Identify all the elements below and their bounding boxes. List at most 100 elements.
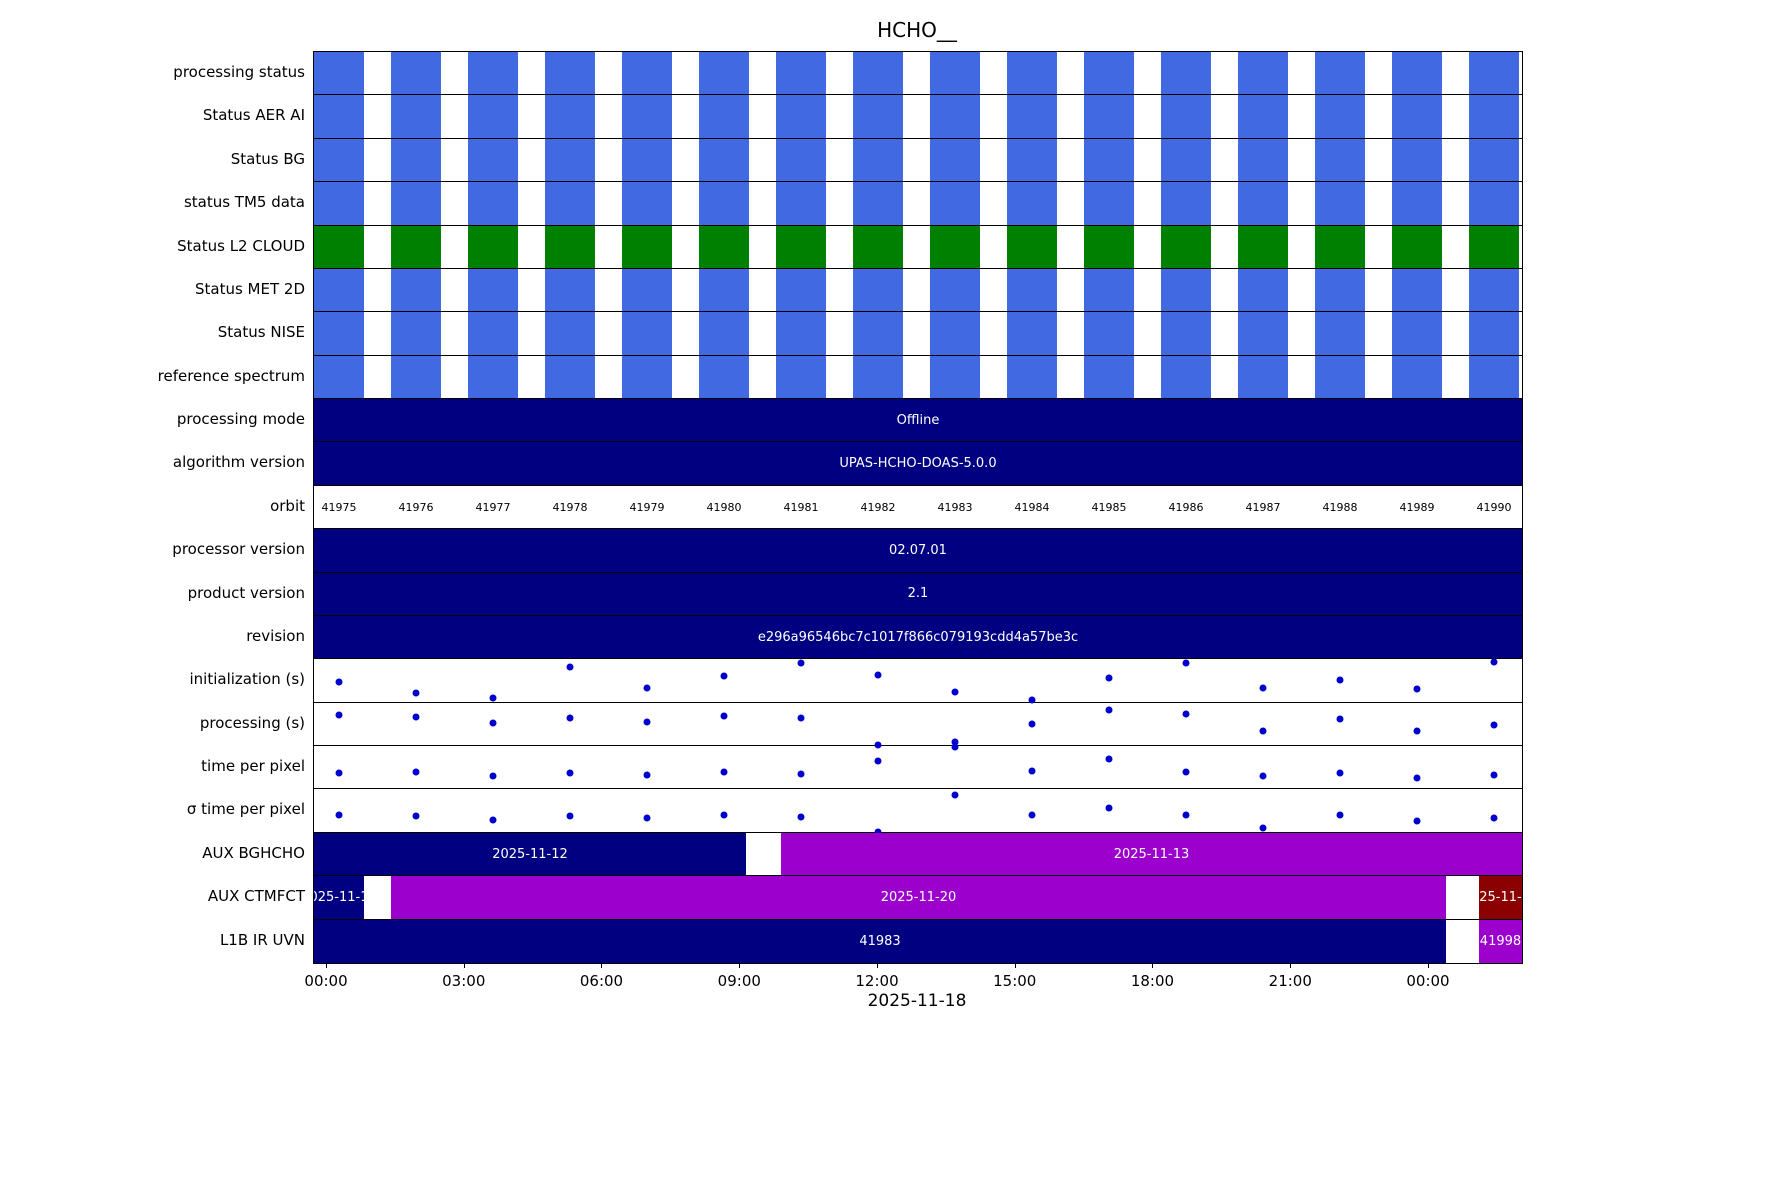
data-point <box>720 811 728 819</box>
orbit-block <box>1237 355 1288 399</box>
value-bar: Offline <box>314 399 1522 442</box>
timeline-row <box>314 225 1522 269</box>
data-point <box>1259 772 1267 780</box>
data-point <box>1336 811 1344 819</box>
tick-label: 15:00 <box>993 972 1037 990</box>
row-label: Status NISE <box>217 323 305 342</box>
data-point <box>1028 720 1036 728</box>
data-point <box>951 688 959 696</box>
timeline-row <box>314 703 1522 749</box>
row-label: processing status <box>173 63 305 81</box>
timeline-row: Offline <box>314 399 1522 443</box>
data-point <box>1182 659 1190 667</box>
tick-mark <box>1427 963 1429 968</box>
orbit-block <box>1391 95 1442 138</box>
orbit-block <box>1468 268 1519 312</box>
orbit-block <box>1006 182 1057 225</box>
orbit-block <box>467 268 518 312</box>
orbit-block <box>929 95 980 138</box>
orbit-block <box>1160 95 1211 138</box>
orbit-block <box>852 52 903 95</box>
data-point <box>1336 676 1344 684</box>
tick-label: 09:00 <box>717 972 761 990</box>
tick-label: 12:00 <box>855 972 899 990</box>
orbit-block <box>544 95 595 138</box>
row-label: processor version <box>172 540 305 559</box>
data-point <box>1105 755 1113 763</box>
orbit-block <box>1006 312 1057 355</box>
data-point <box>1028 696 1036 704</box>
data-point <box>797 770 805 778</box>
orbit-block <box>1314 268 1365 312</box>
tick-label: 00:00 <box>304 972 348 990</box>
timeline-segment-text: 41983 <box>859 933 901 949</box>
data-point <box>566 812 574 820</box>
orbit-number: 41981 <box>783 500 819 514</box>
timeline-row <box>314 95 1522 139</box>
timeline-segment-text: 41998 <box>1479 933 1522 949</box>
orbit-block <box>467 355 518 399</box>
x-axis-label: 2025-11-18 <box>867 991 967 1011</box>
data-point <box>874 741 882 749</box>
data-point <box>1182 811 1190 819</box>
orbit-block <box>698 138 749 182</box>
orbit-block <box>390 95 441 138</box>
row-label: reference spectrum <box>157 366 305 385</box>
data-point <box>1490 658 1498 666</box>
orbit-block <box>1083 95 1134 138</box>
tick-mark <box>1014 963 1016 968</box>
value-bar: UPAS-HCHO-DOAS-5.0.0 <box>314 442 1522 485</box>
orbit-block <box>1006 355 1057 399</box>
data-point <box>489 772 497 780</box>
data-point <box>335 769 343 777</box>
orbit-block <box>1160 225 1211 268</box>
tick-label: 03:00 <box>442 972 486 990</box>
data-point <box>566 714 574 722</box>
orbit-block <box>314 95 364 138</box>
orbit-block <box>1160 312 1211 355</box>
data-point <box>412 812 420 820</box>
orbit-block <box>1083 355 1134 399</box>
timeline-row: 2025-11-12 2025-11-13 <box>314 832 1522 877</box>
orbit-block <box>1468 95 1519 138</box>
orbit-block <box>390 225 441 268</box>
orbit-block <box>544 355 595 399</box>
data-point <box>1259 824 1267 832</box>
orbit-block <box>929 138 980 182</box>
data-point <box>1490 721 1498 729</box>
orbit-block <box>314 52 364 95</box>
value-bar-text: 02.07.01 <box>889 542 947 558</box>
timeline-row: 2025-11-19 2025-11-20 2025-11-21 <box>314 876 1522 920</box>
orbit-block <box>1468 225 1519 268</box>
data-point <box>1182 710 1190 718</box>
data-point <box>1105 804 1113 812</box>
data-point <box>951 738 959 746</box>
orbit-number: 41986 <box>1168 500 1204 514</box>
orbit-block <box>698 182 749 225</box>
data-point <box>1259 727 1267 735</box>
orbit-block <box>1160 355 1211 399</box>
orbit-block <box>1314 182 1365 225</box>
orbit-block <box>929 355 980 399</box>
row-label: AUX CTMFCT <box>207 887 305 906</box>
orbit-number: 41988 <box>1322 500 1358 514</box>
timeline-segment: 41998 <box>1478 919 1522 963</box>
orbit-block <box>621 182 672 225</box>
row-label: status TM5 data <box>183 193 305 212</box>
orbit-block <box>698 312 749 355</box>
timeline-row: 02.07.01 <box>314 529 1522 573</box>
orbit-block <box>314 355 364 399</box>
tick-mark <box>601 963 603 968</box>
data-point <box>1259 684 1267 692</box>
orbit-block <box>698 95 749 138</box>
tick-label: 18:00 <box>1130 972 1175 990</box>
tick-mark <box>326 963 328 968</box>
orbit-block <box>698 52 749 95</box>
data-point <box>643 684 651 692</box>
orbit-block <box>621 95 672 138</box>
orbit-block <box>1468 138 1519 182</box>
orbit-block <box>390 268 441 312</box>
data-point <box>489 816 497 824</box>
orbit-block <box>390 52 441 95</box>
orbit-block <box>1160 182 1211 225</box>
